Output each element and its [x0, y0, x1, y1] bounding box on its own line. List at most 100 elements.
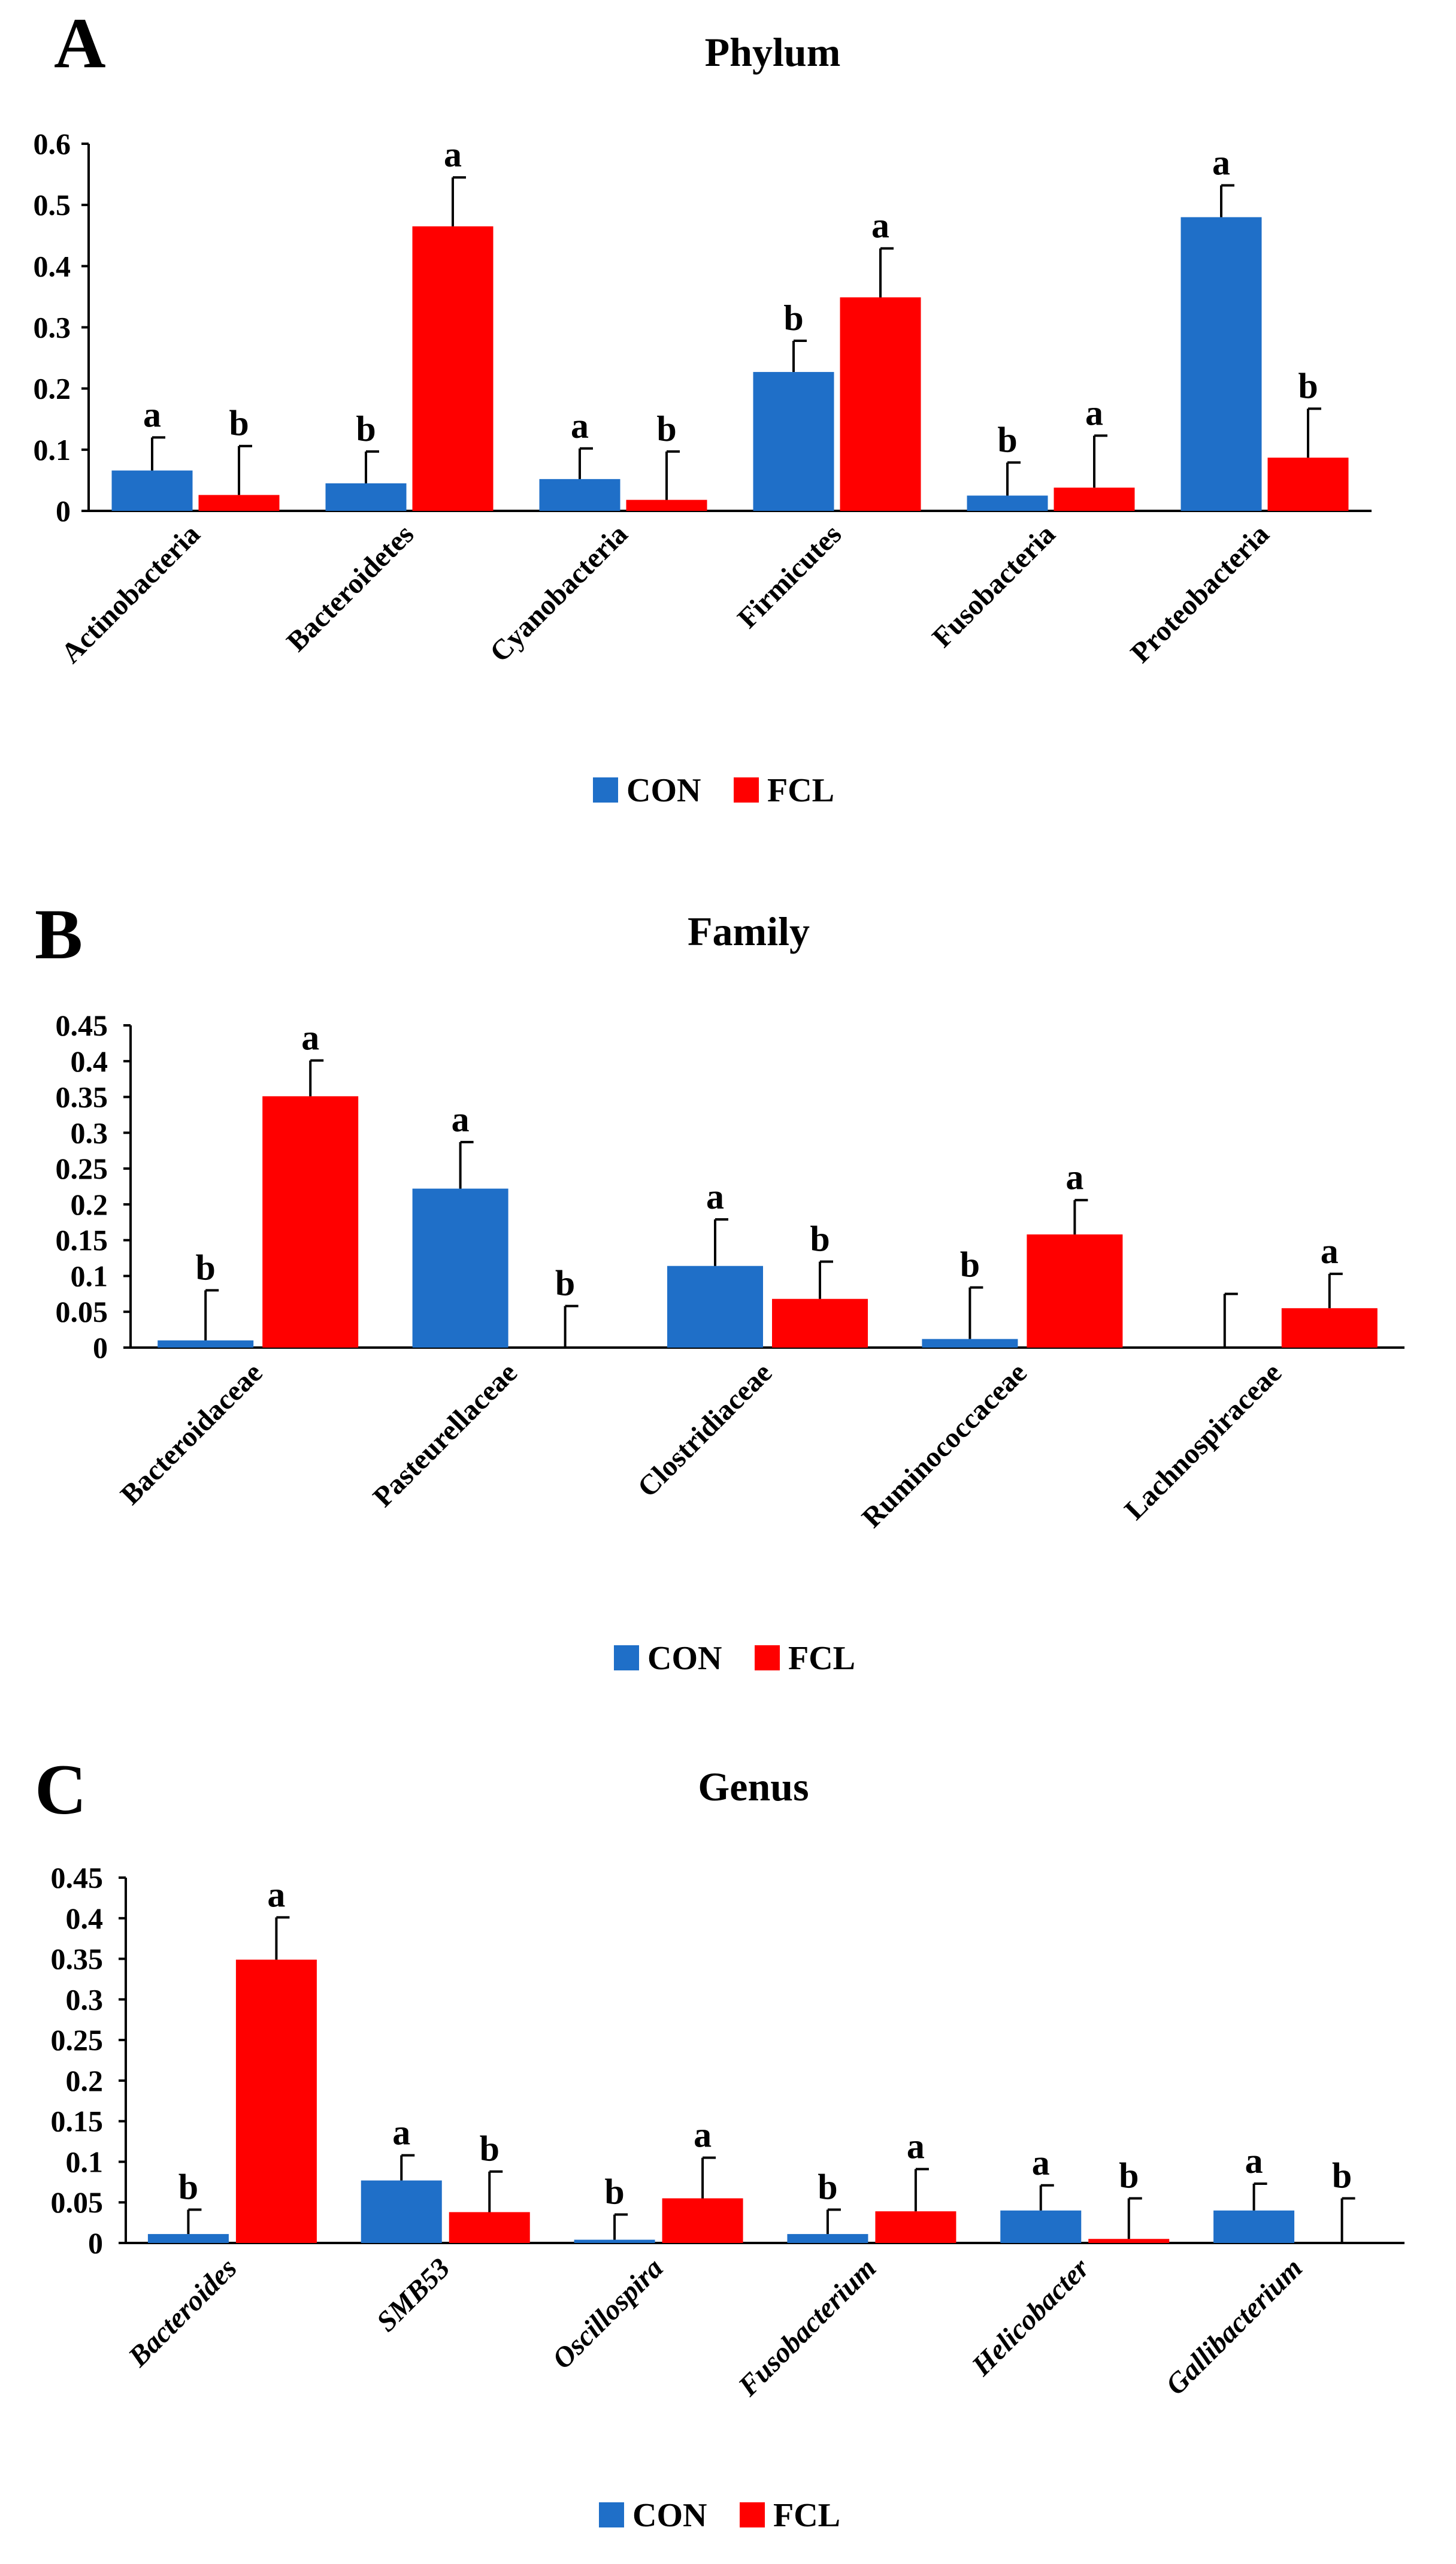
bar-con: [1000, 2210, 1082, 2243]
panel-c-genus: C Genus 0 0.05 0.1 0.15 0.2 0.25 0.3 0.35 0.4 0.4…: [35, 1749, 1404, 2534]
y-tick-label: 0.3: [34, 311, 71, 344]
bar-con: [1180, 217, 1262, 511]
bar-con: [147, 2234, 229, 2243]
legend-label-fcl: FCL: [767, 772, 834, 809]
bar-fcl: [875, 2211, 956, 2243]
panel-letter-b: B: [35, 894, 83, 974]
x-tick-label: Oscillospira: [546, 2252, 669, 2375]
significance-letter: b: [960, 1245, 980, 1285]
chart-title-phylum: Phylum: [705, 29, 841, 75]
bar-fcl: [840, 297, 921, 511]
significance-letter: a: [1321, 1231, 1339, 1271]
x-tick-label: Helicobacter: [965, 2251, 1096, 2382]
bar-fcl: [235, 1959, 317, 2243]
legend-label-con: CON: [632, 2497, 707, 2534]
y-tick-label: 0.4: [34, 249, 71, 283]
bar-con: [922, 1339, 1018, 1348]
significance-letter: a: [1065, 1158, 1083, 1197]
y-tick-label: 0.15: [56, 1224, 108, 1257]
bar-con: [1213, 2210, 1295, 2243]
y-tick-label: 0: [88, 2226, 103, 2260]
significance-letter: b: [656, 409, 676, 449]
significance-letter: b: [810, 1219, 830, 1259]
legend-label-con: CON: [647, 1640, 722, 1677]
x-tick-label: Bacteroidaceae: [114, 1357, 268, 1510]
significance-letter: b: [178, 2167, 198, 2206]
bar-fcl: [412, 226, 494, 511]
x-tick-label: Cyanobacteria: [484, 518, 634, 668]
bar-con: [111, 470, 193, 511]
bar-con: [667, 1266, 763, 1348]
y-tick-label: 0.4: [66, 1902, 104, 1935]
significance-letter: a: [392, 2113, 410, 2153]
significance-letter: b: [604, 2172, 624, 2212]
y-tick-label: 0.35: [51, 1942, 104, 1976]
bar-fcl: [1088, 2239, 1170, 2243]
x-tick-label: Gallibacterium: [1160, 2252, 1309, 2401]
panel-letter-c: C: [35, 1749, 87, 1829]
bar-con: [539, 479, 620, 511]
y-tick-label: 0.1: [34, 433, 71, 467]
significance-letter: a: [301, 1018, 319, 1058]
significance-letter: a: [444, 135, 462, 174]
significance-letter: b: [356, 409, 376, 449]
x-tick-label: Ruminococcaceae: [856, 1357, 1033, 1534]
significance-letter: b: [1119, 2156, 1139, 2195]
y-tick-label: 0.3: [71, 1116, 108, 1149]
y-tick-label: 0.05: [51, 2185, 104, 2219]
bar-fcl: [1281, 1308, 1378, 1348]
y-tick-label: 0.2: [34, 372, 71, 405]
y-tick-label: 0.05: [56, 1295, 108, 1328]
bar-con: [412, 1188, 508, 1348]
x-tick-label: Clostridiaceae: [631, 1357, 778, 1503]
significance-letter: b: [196, 1248, 216, 1287]
bar-con: [753, 372, 834, 511]
bar-fcl: [198, 495, 280, 511]
legend-swatch-fcl: [755, 1645, 780, 1670]
y-tick-label: 0.45: [51, 1861, 104, 1894]
legend-swatch-con: [614, 1645, 639, 1670]
significance-letter: a: [1032, 2143, 1050, 2182]
x-tick-label: Fusobacteria: [926, 518, 1061, 653]
legend-swatch-fcl: [740, 2502, 765, 2527]
bar-con: [325, 483, 407, 511]
significance-letter: a: [267, 1875, 285, 1914]
bar-fcl: [1027, 1234, 1123, 1348]
legend-swatch-fcl: [734, 777, 759, 803]
y-tick-label: 0.5: [34, 188, 71, 222]
bar-fcl: [262, 1096, 359, 1348]
legend-label-fcl: FCL: [788, 1640, 855, 1677]
significance-letter: b: [783, 298, 803, 338]
y-tick-label: 0.4: [71, 1045, 108, 1078]
significance-letter: a: [1212, 143, 1230, 182]
significance-letter: a: [571, 406, 589, 446]
y-tick-label: 0.35: [56, 1080, 108, 1114]
chart-title-family: Family: [688, 909, 810, 954]
bar-fcl: [626, 500, 707, 511]
y-tick-label: 0.45: [56, 1009, 108, 1042]
bar-con: [967, 495, 1048, 511]
bar-con: [574, 2239, 655, 2243]
x-tick-label: Firmicutes: [731, 518, 847, 634]
bar-fcl: [449, 2212, 530, 2243]
y-tick-label: 0.3: [66, 1982, 104, 2016]
bar-con: [787, 2234, 868, 2243]
significance-letter: a: [907, 2127, 925, 2166]
legend-swatch-con: [599, 2502, 624, 2527]
significance-letter: b: [997, 420, 1017, 459]
bar-fcl: [1267, 458, 1349, 511]
significance-letter: a: [706, 1177, 724, 1216]
y-tick-label: 0.2: [71, 1188, 108, 1221]
x-tick-label: Bacteroides: [122, 2252, 243, 2373]
significance-letter: b: [1298, 366, 1318, 405]
y-tick-label: 0.15: [51, 2105, 104, 2138]
panel-b-family: B Family 00.050.10.150.20.250.30.350.40.…: [35, 894, 1404, 1677]
y-tick-label: 0: [56, 494, 71, 528]
significance-letter: b: [480, 2129, 500, 2169]
significance-letter: a: [871, 206, 889, 246]
bar-con: [361, 2180, 442, 2243]
significance-letter: a: [452, 1100, 470, 1139]
significance-letter: a: [1085, 393, 1103, 432]
x-tick-label: Proteobacteria: [1125, 518, 1276, 669]
